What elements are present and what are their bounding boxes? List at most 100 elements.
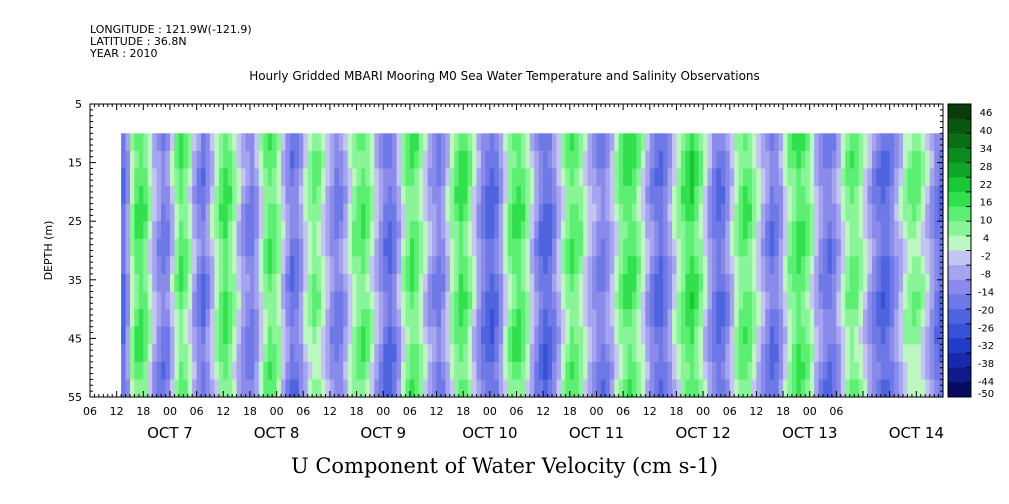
heatmap-cell [898, 379, 904, 398]
heatmap-cell [418, 291, 424, 310]
heatmap-cell [409, 326, 415, 345]
heatmap-cell [125, 273, 131, 293]
heatmap-cell [734, 379, 740, 398]
heatmap-cell [791, 203, 797, 222]
heatmap-cell [605, 256, 611, 275]
heatmap-cell [663, 326, 669, 345]
heatmap-cell [138, 273, 144, 293]
heatmap-cell [507, 326, 513, 345]
heatmap-cell [569, 326, 575, 345]
heatmap-cell [796, 273, 802, 293]
heatmap-cell [392, 168, 398, 187]
heatmap-cell [671, 273, 678, 293]
heatmap-cell [378, 273, 384, 293]
heatmap-cell [845, 238, 851, 257]
heatmap-cell [129, 221, 136, 240]
heatmap-cell [356, 150, 362, 170]
heatmap-cell [254, 291, 260, 310]
heatmap-cell [845, 344, 851, 363]
heatmap-cell [916, 361, 922, 381]
heatmap-cell [560, 291, 566, 310]
heatmap-cell [734, 133, 740, 152]
x-hour-label: 12 [323, 405, 337, 418]
heatmap-cell [863, 326, 869, 345]
heatmap-cell [334, 256, 340, 275]
heatmap-cell [400, 203, 407, 222]
heatmap-cell [925, 221, 931, 240]
heatmap-cell [569, 291, 575, 310]
heatmap-cell [676, 326, 682, 345]
heatmap-cell [663, 186, 669, 205]
heatmap-cell [436, 203, 442, 222]
heatmap-cell [609, 168, 615, 187]
heatmap-cell [458, 186, 464, 205]
heatmap-cell [205, 203, 211, 222]
heatmap-cell [796, 379, 802, 398]
heatmap-cell [925, 361, 931, 381]
heatmap-cell [871, 273, 877, 293]
heatmap-cell [889, 133, 895, 152]
colorbar-swatch [948, 133, 971, 149]
heatmap-cell [276, 273, 282, 293]
heatmap-cell [463, 150, 469, 170]
heatmap-cell [934, 379, 940, 398]
heatmap-cell [614, 238, 620, 257]
heatmap-cell [929, 168, 935, 187]
heatmap-cell [169, 238, 176, 257]
heatmap-cell [214, 309, 220, 328]
heatmap-cell [472, 150, 478, 170]
heatmap-cell [716, 133, 722, 152]
heatmap-cell [516, 361, 522, 381]
heatmap-cell [587, 133, 593, 152]
heatmap-cell [765, 326, 771, 345]
heatmap-cell [805, 238, 811, 257]
heatmap-cell [241, 291, 247, 310]
heatmap-cell [907, 326, 913, 345]
heatmap-cell [263, 361, 269, 381]
heatmap-cell [512, 273, 518, 293]
heatmap-cell [751, 133, 758, 152]
heatmap-cell [454, 168, 460, 187]
heatmap-cell [623, 309, 629, 328]
heatmap-cell [294, 273, 300, 293]
heatmap-cell [654, 361, 660, 381]
heatmap-cell [289, 291, 295, 310]
heatmap-cell [267, 291, 273, 310]
heatmap-cell [214, 291, 220, 310]
heatmap-cell [445, 273, 451, 293]
heatmap-cell [867, 168, 873, 187]
heatmap-cell [467, 221, 473, 240]
heatmap-cell [556, 221, 562, 240]
heatmap-cell [316, 273, 322, 293]
heatmap-cell [889, 379, 895, 398]
heatmap-cell [827, 326, 833, 345]
heatmap-cell [178, 361, 184, 381]
heatmap-cell [196, 256, 202, 275]
heatmap-cell [423, 344, 429, 363]
heatmap-cell [738, 256, 744, 275]
heatmap-cell [321, 133, 327, 152]
heatmap-cell [916, 326, 922, 345]
heatmap-cell [125, 133, 131, 152]
heatmap-cell [787, 344, 793, 363]
heatmap-cell [307, 344, 313, 363]
heatmap-cell [805, 203, 811, 222]
heatmap-cell [565, 361, 571, 381]
heatmap-cell [201, 344, 207, 363]
heatmap-cell [125, 203, 131, 222]
heatmap-cell [147, 186, 153, 205]
heatmap-cell [365, 238, 371, 257]
heatmap-cell [569, 133, 575, 152]
heatmap-cell [387, 150, 393, 170]
heatmap-cell [343, 291, 349, 310]
heatmap-cell [809, 273, 815, 293]
heatmap-cell [600, 150, 606, 170]
heatmap-cell [418, 203, 424, 222]
heatmap-cell [632, 238, 638, 257]
heatmap-cell [303, 256, 309, 275]
heatmap-cell [143, 361, 149, 381]
heatmap-cell [427, 168, 433, 187]
heatmap-cell [489, 133, 495, 152]
heatmap-cell [378, 203, 384, 222]
heatmap-cell [365, 344, 371, 363]
